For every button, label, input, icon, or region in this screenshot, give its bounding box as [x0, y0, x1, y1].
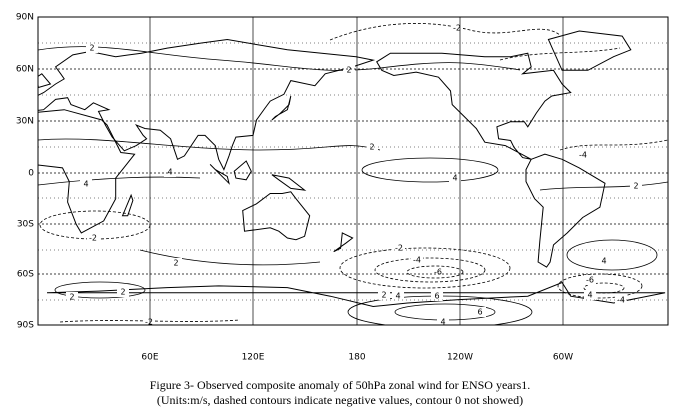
lon-label: 60W — [553, 353, 573, 363]
labels: 90N 60N 30N 0 30S 60S 90S 60E 120E 180 120W 60W — [16, 13, 573, 363]
contour-label: 2 — [89, 44, 94, 53]
contour-label-bg — [615, 295, 627, 305]
contour-label: -2 — [145, 318, 153, 327]
contour-label-bg — [143, 317, 155, 325]
contour-label-bg — [630, 181, 642, 191]
contour-label-bg — [170, 258, 182, 268]
coastline — [38, 73, 52, 89]
coastline — [209, 164, 230, 185]
lat-label: 90N — [16, 13, 34, 23]
coastline — [242, 191, 311, 241]
contour-label: -2 — [453, 24, 461, 33]
contour-label-bg — [343, 65, 355, 75]
contour-label: 2 — [369, 143, 374, 152]
contour-label-bg — [392, 291, 404, 301]
coastline — [121, 193, 134, 217]
contour-label: 4 — [587, 291, 592, 300]
lat-label: 30S — [17, 220, 34, 230]
contour-label: 2 — [381, 291, 386, 300]
contour-label: 2 — [173, 259, 178, 268]
caption-line: Figure 3- Observed composite anomaly of … — [150, 378, 531, 392]
contour-label: -4 — [579, 151, 587, 160]
coastline — [547, 30, 632, 71]
map-frame — [37, 16, 669, 326]
coastline — [525, 153, 606, 268]
contour-label-bg — [164, 167, 176, 177]
contour-label-bg — [366, 142, 378, 152]
contour-label: 4 — [601, 257, 606, 266]
contour-label-bg — [378, 290, 390, 300]
lat-label: 90S — [17, 321, 34, 331]
contour-label: -2 — [89, 234, 97, 243]
contour-label: 4 — [440, 318, 445, 327]
coastlines — [38, 30, 666, 308]
contour-label: 6 — [434, 292, 439, 301]
coastline — [233, 160, 252, 181]
contour-label-bg — [598, 256, 610, 266]
contour-label-bg — [584, 290, 596, 300]
graticule — [38, 17, 668, 325]
lon-label: 120E — [242, 353, 265, 363]
contour-label-bg — [117, 287, 129, 297]
lon-label: 60E — [141, 353, 158, 363]
contour-label: 4 — [452, 174, 457, 183]
lon-label: 120W — [447, 353, 473, 363]
contour-label-bg — [584, 275, 596, 285]
coastline — [38, 38, 376, 171]
contour-label-bg — [577, 150, 589, 160]
coastline — [46, 281, 666, 308]
coastline — [271, 95, 292, 121]
lat-label: 30N — [16, 117, 34, 127]
contour-label-bg — [474, 307, 486, 317]
contour-label: 2 — [69, 293, 74, 302]
contour-label-bg — [449, 173, 461, 183]
contour-label-bg — [411, 255, 423, 265]
coastline — [333, 232, 354, 253]
contour-label: -6 — [586, 276, 594, 285]
contour-label-bg — [86, 43, 98, 53]
contour-label: 2 — [633, 182, 638, 191]
contour-label-bg — [66, 292, 78, 302]
contour-label: 2 — [120, 288, 125, 297]
contour-label: -4 — [617, 296, 625, 305]
contour-label: 4 — [167, 168, 172, 177]
contour-label-bg — [431, 291, 443, 301]
contour-label-bg — [80, 179, 92, 189]
lon-label: 180 — [348, 353, 365, 363]
contour-label-bg — [393, 243, 405, 253]
contour-label: 4 — [395, 292, 400, 301]
contour-label: 2 — [346, 66, 351, 75]
lat-label: 60S — [17, 270, 34, 280]
contour-label: -2 — [395, 244, 403, 253]
contour-label: -4 — [413, 256, 421, 265]
contour-label: 4 — [83, 180, 88, 189]
contour-label-bg — [432, 267, 444, 277]
lat-label: 0 — [28, 169, 34, 179]
coastline — [271, 174, 307, 191]
lat-label: 60N — [16, 65, 34, 75]
caption-line: (Units:m/s, dashed contours indicate neg… — [157, 393, 523, 407]
contour-label: 6 — [477, 308, 482, 317]
contour-label-bg — [437, 317, 449, 325]
contour-label: -6 — [434, 268, 442, 277]
coastline — [376, 52, 572, 160]
coastline — [38, 109, 136, 234]
contour-label-bg — [87, 233, 99, 243]
contour-label-bg — [451, 23, 463, 33]
